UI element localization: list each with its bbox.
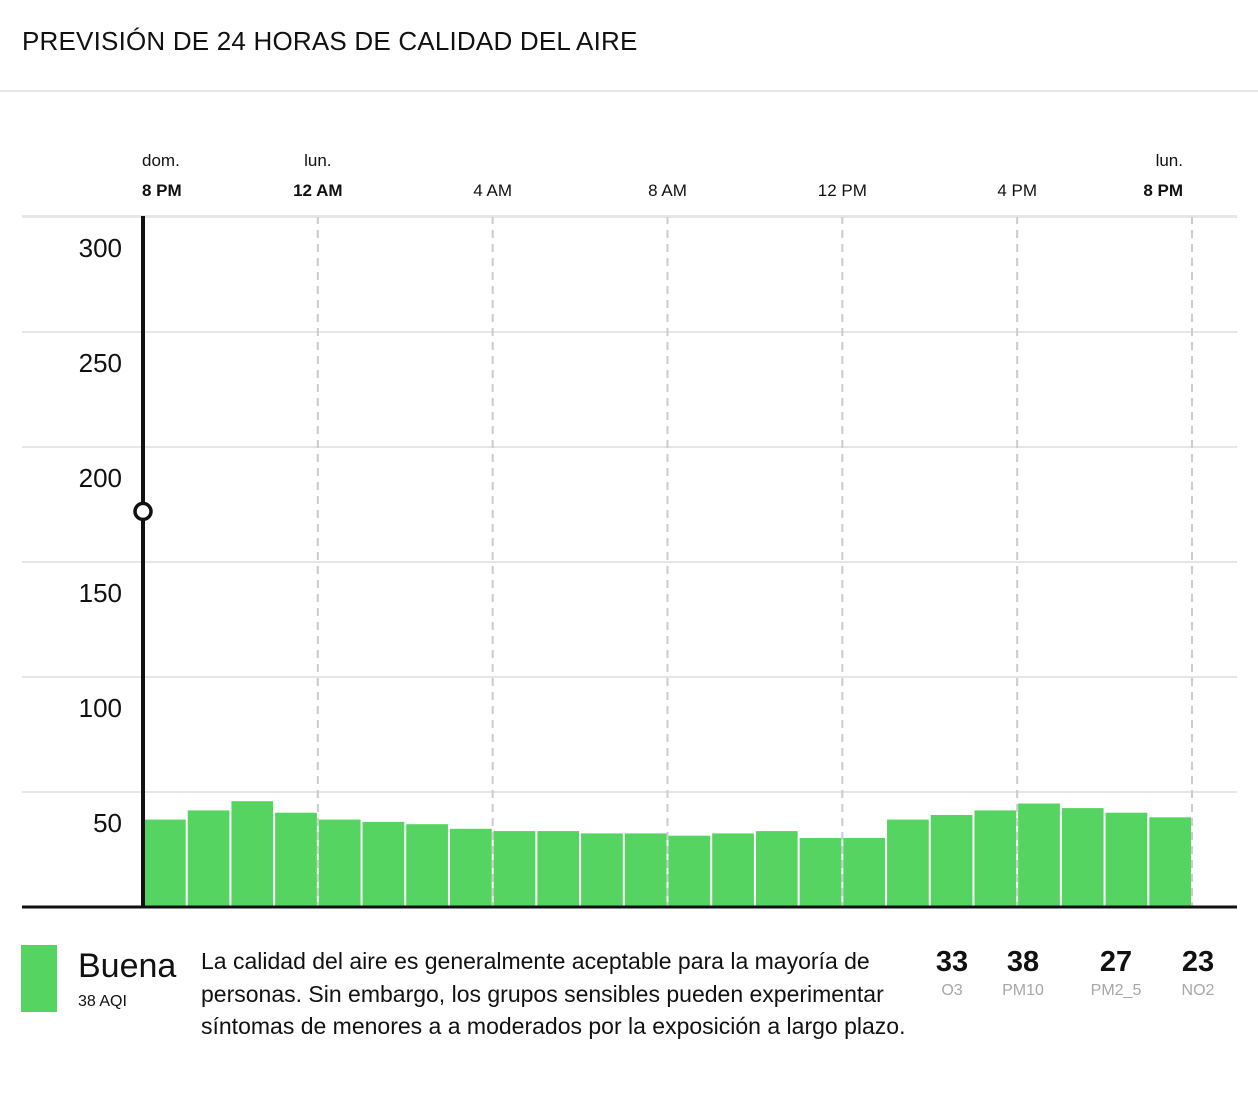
- aqi-bar: [755, 831, 798, 907]
- pollutant-name: O3: [941, 982, 963, 999]
- pollutant-name: PM10: [1002, 982, 1044, 999]
- x-tick-time-label: 12 PM: [818, 181, 867, 200]
- aqi-bar: [1018, 803, 1060, 907]
- aqi-bar: [231, 801, 274, 907]
- aqi-category-label: Buena: [78, 947, 177, 985]
- y-tick-label: 150: [79, 578, 122, 608]
- pollutant-no2: 23 NO2: [1158, 945, 1238, 1003]
- y-tick-label: 300: [79, 233, 122, 263]
- aqi-bar: [406, 824, 448, 907]
- aqi-bar: [930, 815, 973, 907]
- aqi-bar: [144, 819, 186, 907]
- pollutant-value: 33: [935, 946, 969, 978]
- aqi-bar: [624, 833, 667, 907]
- header: PREVISIÓN DE 24 HORAS DE CALIDAD DEL AIR…: [0, 0, 1258, 92]
- pollutant-value: 23: [1181, 946, 1215, 978]
- y-tick-label: 50: [93, 808, 122, 838]
- aqi-bar: [449, 828, 492, 907]
- aqi-bar: [581, 833, 623, 907]
- pollutant-name: NO2: [1181, 982, 1215, 999]
- aqi-value-label: 38 AQI: [78, 993, 127, 1010]
- x-tick-time-label: 8 AM: [648, 181, 687, 200]
- pollutant-pm10: 38 PM10: [983, 945, 1063, 1003]
- aqi-bar: [1105, 812, 1148, 907]
- aqi-bar: [843, 838, 886, 907]
- x-tick-day-label: lun.: [304, 151, 331, 170]
- x-tick-day-label: lun.: [1156, 151, 1183, 170]
- aqi-bar: [493, 831, 536, 907]
- x-tick-time-label: 8 PM: [142, 181, 182, 200]
- aqi-bar: [187, 810, 230, 907]
- aqi-bar: [799, 838, 842, 907]
- pollutant-value: 38: [1006, 946, 1040, 978]
- aqi-bar: [712, 833, 754, 907]
- aqi-bar: [974, 810, 1017, 907]
- aqi-bar: [362, 821, 405, 907]
- aqi-bar: [668, 835, 711, 907]
- x-tick-time-label: 8 PM: [1143, 181, 1183, 200]
- x-tick-time-label: 4 PM: [997, 181, 1037, 200]
- y-tick-label: 250: [79, 348, 122, 378]
- aqi-bar: [318, 819, 361, 907]
- pollutant-pm2-5: 27 PM2_5: [1076, 945, 1156, 1003]
- aqi-bar: [887, 819, 929, 907]
- aqi-bar: [275, 812, 317, 907]
- y-tick-label: 100: [79, 693, 122, 723]
- pollutant-value: 27: [1099, 946, 1133, 978]
- aqi-bar: [1149, 817, 1191, 907]
- pollutant-o3: 33 O3: [912, 945, 992, 1003]
- aqi-bar: [1061, 808, 1104, 907]
- current-value-marker: [133, 501, 153, 522]
- aqi-forecast-chart: 300 250 200 150 100 50 dom. 8 PM lun. 12 AM 4 AM 8 …: [22, 151, 1237, 909]
- x-tick-day-label: dom.: [142, 151, 180, 170]
- x-tick-time-label: 12 AM: [293, 181, 342, 200]
- x-tick-time-label: 4 AM: [473, 181, 512, 200]
- page-title: PREVISIÓN DE 24 HORAS DE CALIDAD DEL AIR…: [22, 26, 638, 56]
- y-tick-label: 200: [79, 463, 122, 493]
- pollutant-name: PM2_5: [1090, 982, 1142, 999]
- category-color-swatch: [21, 945, 57, 1012]
- aqi-description: La calidad del aire es generalmente acep…: [201, 948, 906, 1039]
- aqi-bar: [537, 831, 580, 907]
